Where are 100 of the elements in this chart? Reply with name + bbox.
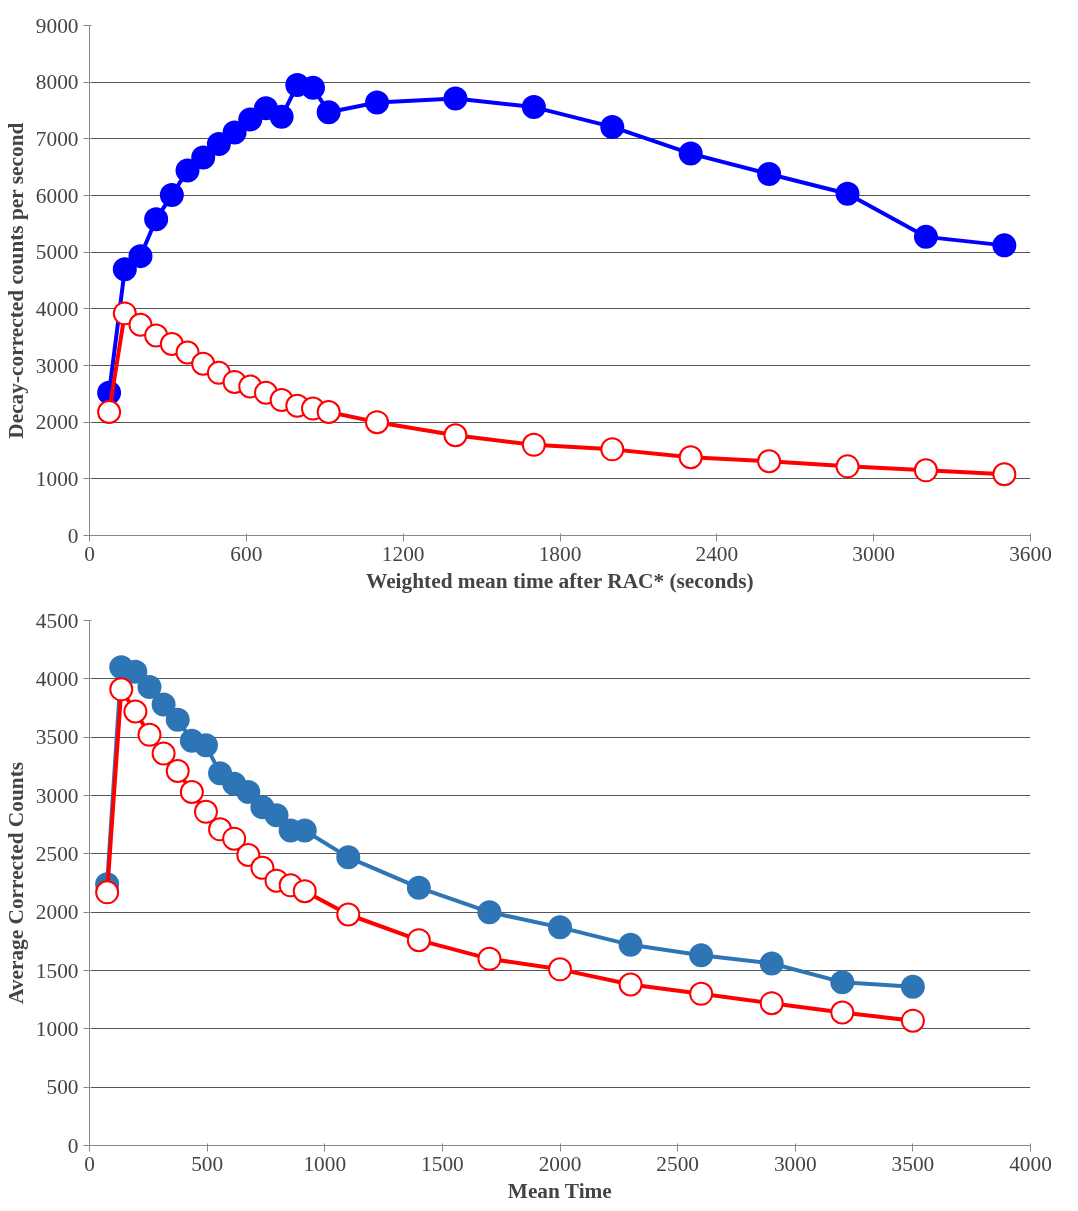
- point: [236, 843, 261, 867]
- y-tick-label: 2000: [35, 900, 79, 925]
- point: [913, 224, 938, 249]
- y-tick-label: 1000: [35, 466, 79, 491]
- x-tick-label: 2500: [656, 1151, 699, 1176]
- point: [159, 182, 184, 207]
- x-tick-label: 1800: [538, 541, 582, 566]
- y-tick-label: 5000: [35, 240, 79, 265]
- x-tick-label: 0: [84, 541, 95, 566]
- point: [193, 799, 218, 824]
- point: [175, 158, 200, 183]
- x-tick-label: 500: [191, 1151, 224, 1176]
- y-tick-label: 4500: [35, 608, 79, 633]
- point: [144, 207, 169, 232]
- point: [365, 90, 390, 115]
- point: [992, 233, 1017, 258]
- y-tick-label: 7000: [35, 126, 79, 151]
- point: [316, 100, 341, 125]
- y-tick-label: 0: [67, 523, 79, 548]
- point: [179, 780, 204, 804]
- point: [618, 932, 643, 957]
- point: [759, 991, 784, 1016]
- y-tick-label: 3000: [35, 353, 79, 378]
- point: [443, 86, 468, 111]
- point: [548, 957, 572, 982]
- point: [109, 677, 134, 702]
- point: [900, 974, 925, 999]
- point: [137, 722, 162, 747]
- point: [112, 257, 137, 282]
- point: [128, 244, 153, 269]
- point: [830, 1000, 855, 1025]
- y-tick-label: 4000: [35, 666, 79, 691]
- point: [913, 458, 938, 483]
- x-tick-label: 1200: [381, 541, 425, 566]
- point: [689, 943, 714, 968]
- y-tick-label: 3500: [35, 725, 79, 750]
- x-axis-title: Mean Time: [507, 1178, 612, 1203]
- point: [269, 104, 294, 129]
- point: [477, 900, 502, 925]
- point: [137, 675, 162, 699]
- y-tick-label: 3000: [35, 783, 79, 808]
- x-tick-label: 0: [84, 1151, 95, 1176]
- point: [336, 902, 361, 927]
- x-tick-label: 3000: [773, 1151, 817, 1176]
- point: [300, 75, 325, 100]
- point: [678, 141, 703, 166]
- point: [206, 131, 231, 156]
- point: [97, 399, 122, 424]
- point: [365, 410, 390, 435]
- point: [95, 880, 120, 905]
- point: [406, 928, 431, 953]
- point: [191, 145, 216, 170]
- point: [900, 1008, 925, 1033]
- x-tick-label: 600: [230, 541, 263, 566]
- point: [477, 946, 502, 971]
- y-axis-title: Average Corrected Counts: [3, 761, 28, 1005]
- point: [165, 759, 190, 783]
- point: [123, 659, 148, 684]
- y-tick-label: 4000: [35, 296, 79, 321]
- point: [830, 970, 855, 995]
- y-tick-label: 1000: [35, 1016, 79, 1041]
- point: [757, 449, 782, 474]
- y-tick-label: 6000: [35, 183, 79, 208]
- y-tick-label: 2000: [35, 410, 79, 435]
- y-axis-title: Decay-corrected counts per second: [3, 122, 28, 439]
- point: [443, 423, 468, 448]
- point: [222, 826, 247, 851]
- point: [521, 432, 546, 457]
- point: [151, 741, 176, 766]
- point: [336, 845, 361, 870]
- x-tick-label: 4000: [1009, 1151, 1052, 1176]
- point: [600, 437, 625, 462]
- x-tick-label: 1500: [421, 1151, 464, 1176]
- y-tick-label: 8000: [35, 70, 79, 95]
- point: [193, 733, 218, 758]
- point: [264, 803, 289, 828]
- point: [123, 699, 148, 724]
- point: [222, 120, 247, 145]
- point: [238, 107, 263, 132]
- point: [112, 301, 137, 326]
- point: [165, 707, 190, 732]
- x-tick-label: 3000: [852, 541, 895, 566]
- point: [835, 181, 860, 206]
- point: [759, 951, 784, 976]
- y-tick-label: 500: [46, 1075, 79, 1100]
- x-tick-label: 2400: [695, 541, 739, 566]
- point: [992, 462, 1017, 487]
- x-tick-label: 2000: [538, 1151, 582, 1176]
- point: [521, 95, 546, 120]
- point: [600, 114, 625, 139]
- point: [678, 445, 703, 470]
- y-tick-label: 0: [67, 1133, 79, 1158]
- point: [316, 399, 341, 424]
- y-tick-label: 1500: [35, 958, 79, 983]
- x-tick-label: 3500: [891, 1151, 935, 1176]
- point: [757, 161, 782, 186]
- point: [618, 972, 643, 997]
- point: [250, 855, 275, 880]
- point: [835, 454, 860, 479]
- y-tick-label: 9000: [35, 13, 79, 38]
